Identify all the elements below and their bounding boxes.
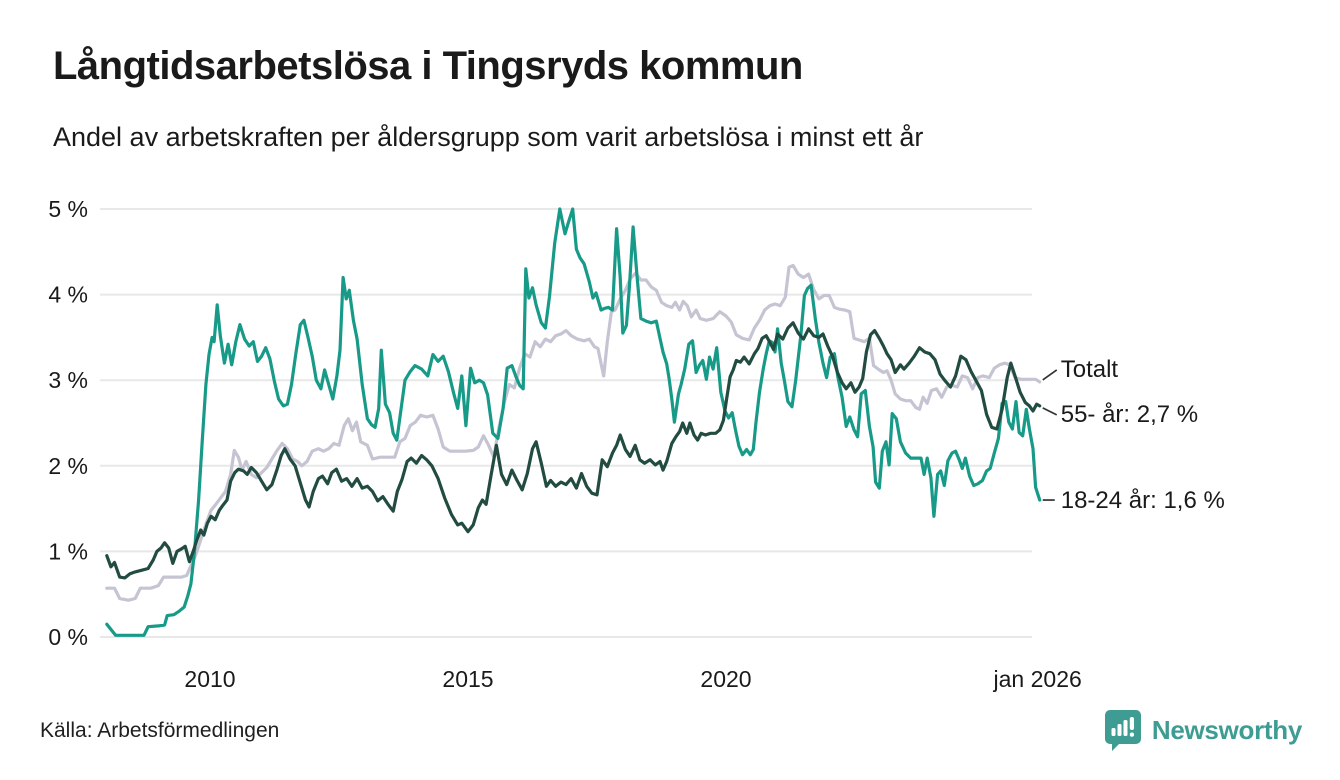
source-caption: Källa: Arbetsförmedlingen bbox=[40, 719, 280, 742]
newsworthy-icon bbox=[1104, 710, 1141, 751]
y-axis-labels: 5 % 4 % 3 % 2 % 1 % 0 % bbox=[48, 196, 88, 650]
y-tick-label: 1 % bbox=[48, 538, 88, 564]
line-55- år bbox=[105, 321, 1042, 580]
x-tick-label: 2020 bbox=[700, 666, 751, 692]
brand-logo: Newsworthy bbox=[1103, 708, 1302, 752]
gridlines bbox=[100, 208, 1032, 638]
line-18-24 år bbox=[105, 207, 1042, 637]
annotation-leader bbox=[1042, 407, 1058, 416]
line-Totalt bbox=[105, 263, 1042, 602]
x-axis-labels: 2010 2015 2020 jan 2026 bbox=[184, 666, 1081, 692]
x-tick-label: 2015 bbox=[442, 666, 493, 692]
series-lines bbox=[105, 207, 1042, 637]
y-tick-label: 0 % bbox=[48, 624, 88, 650]
page-title: Långtidsarbetslösa i Tingsryds kommun bbox=[53, 44, 803, 88]
annotation-label: 55- år: 2,7 % bbox=[1061, 401, 1198, 428]
y-tick-label: 5 % bbox=[48, 196, 88, 222]
x-tick-label: jan 2026 bbox=[993, 666, 1082, 692]
x-tick-label: 2010 bbox=[184, 666, 235, 692]
annotation-leader bbox=[1042, 369, 1058, 381]
brand-name: Newsworthy bbox=[1151, 714, 1302, 745]
page-subtitle: Andel av arbetskraften per åldersgrupp s… bbox=[53, 122, 924, 152]
y-tick-label: 4 % bbox=[48, 282, 88, 308]
y-tick-label: 3 % bbox=[48, 367, 88, 393]
series-end-annotations: Totalt 55- år: 2,7 % 18-24 år: 1,6 % bbox=[1042, 356, 1225, 514]
annotation-label: 18-24 år: 1,6 % bbox=[1061, 487, 1225, 514]
y-tick-label: 2 % bbox=[48, 453, 88, 479]
annotation-label: Totalt bbox=[1061, 356, 1119, 383]
